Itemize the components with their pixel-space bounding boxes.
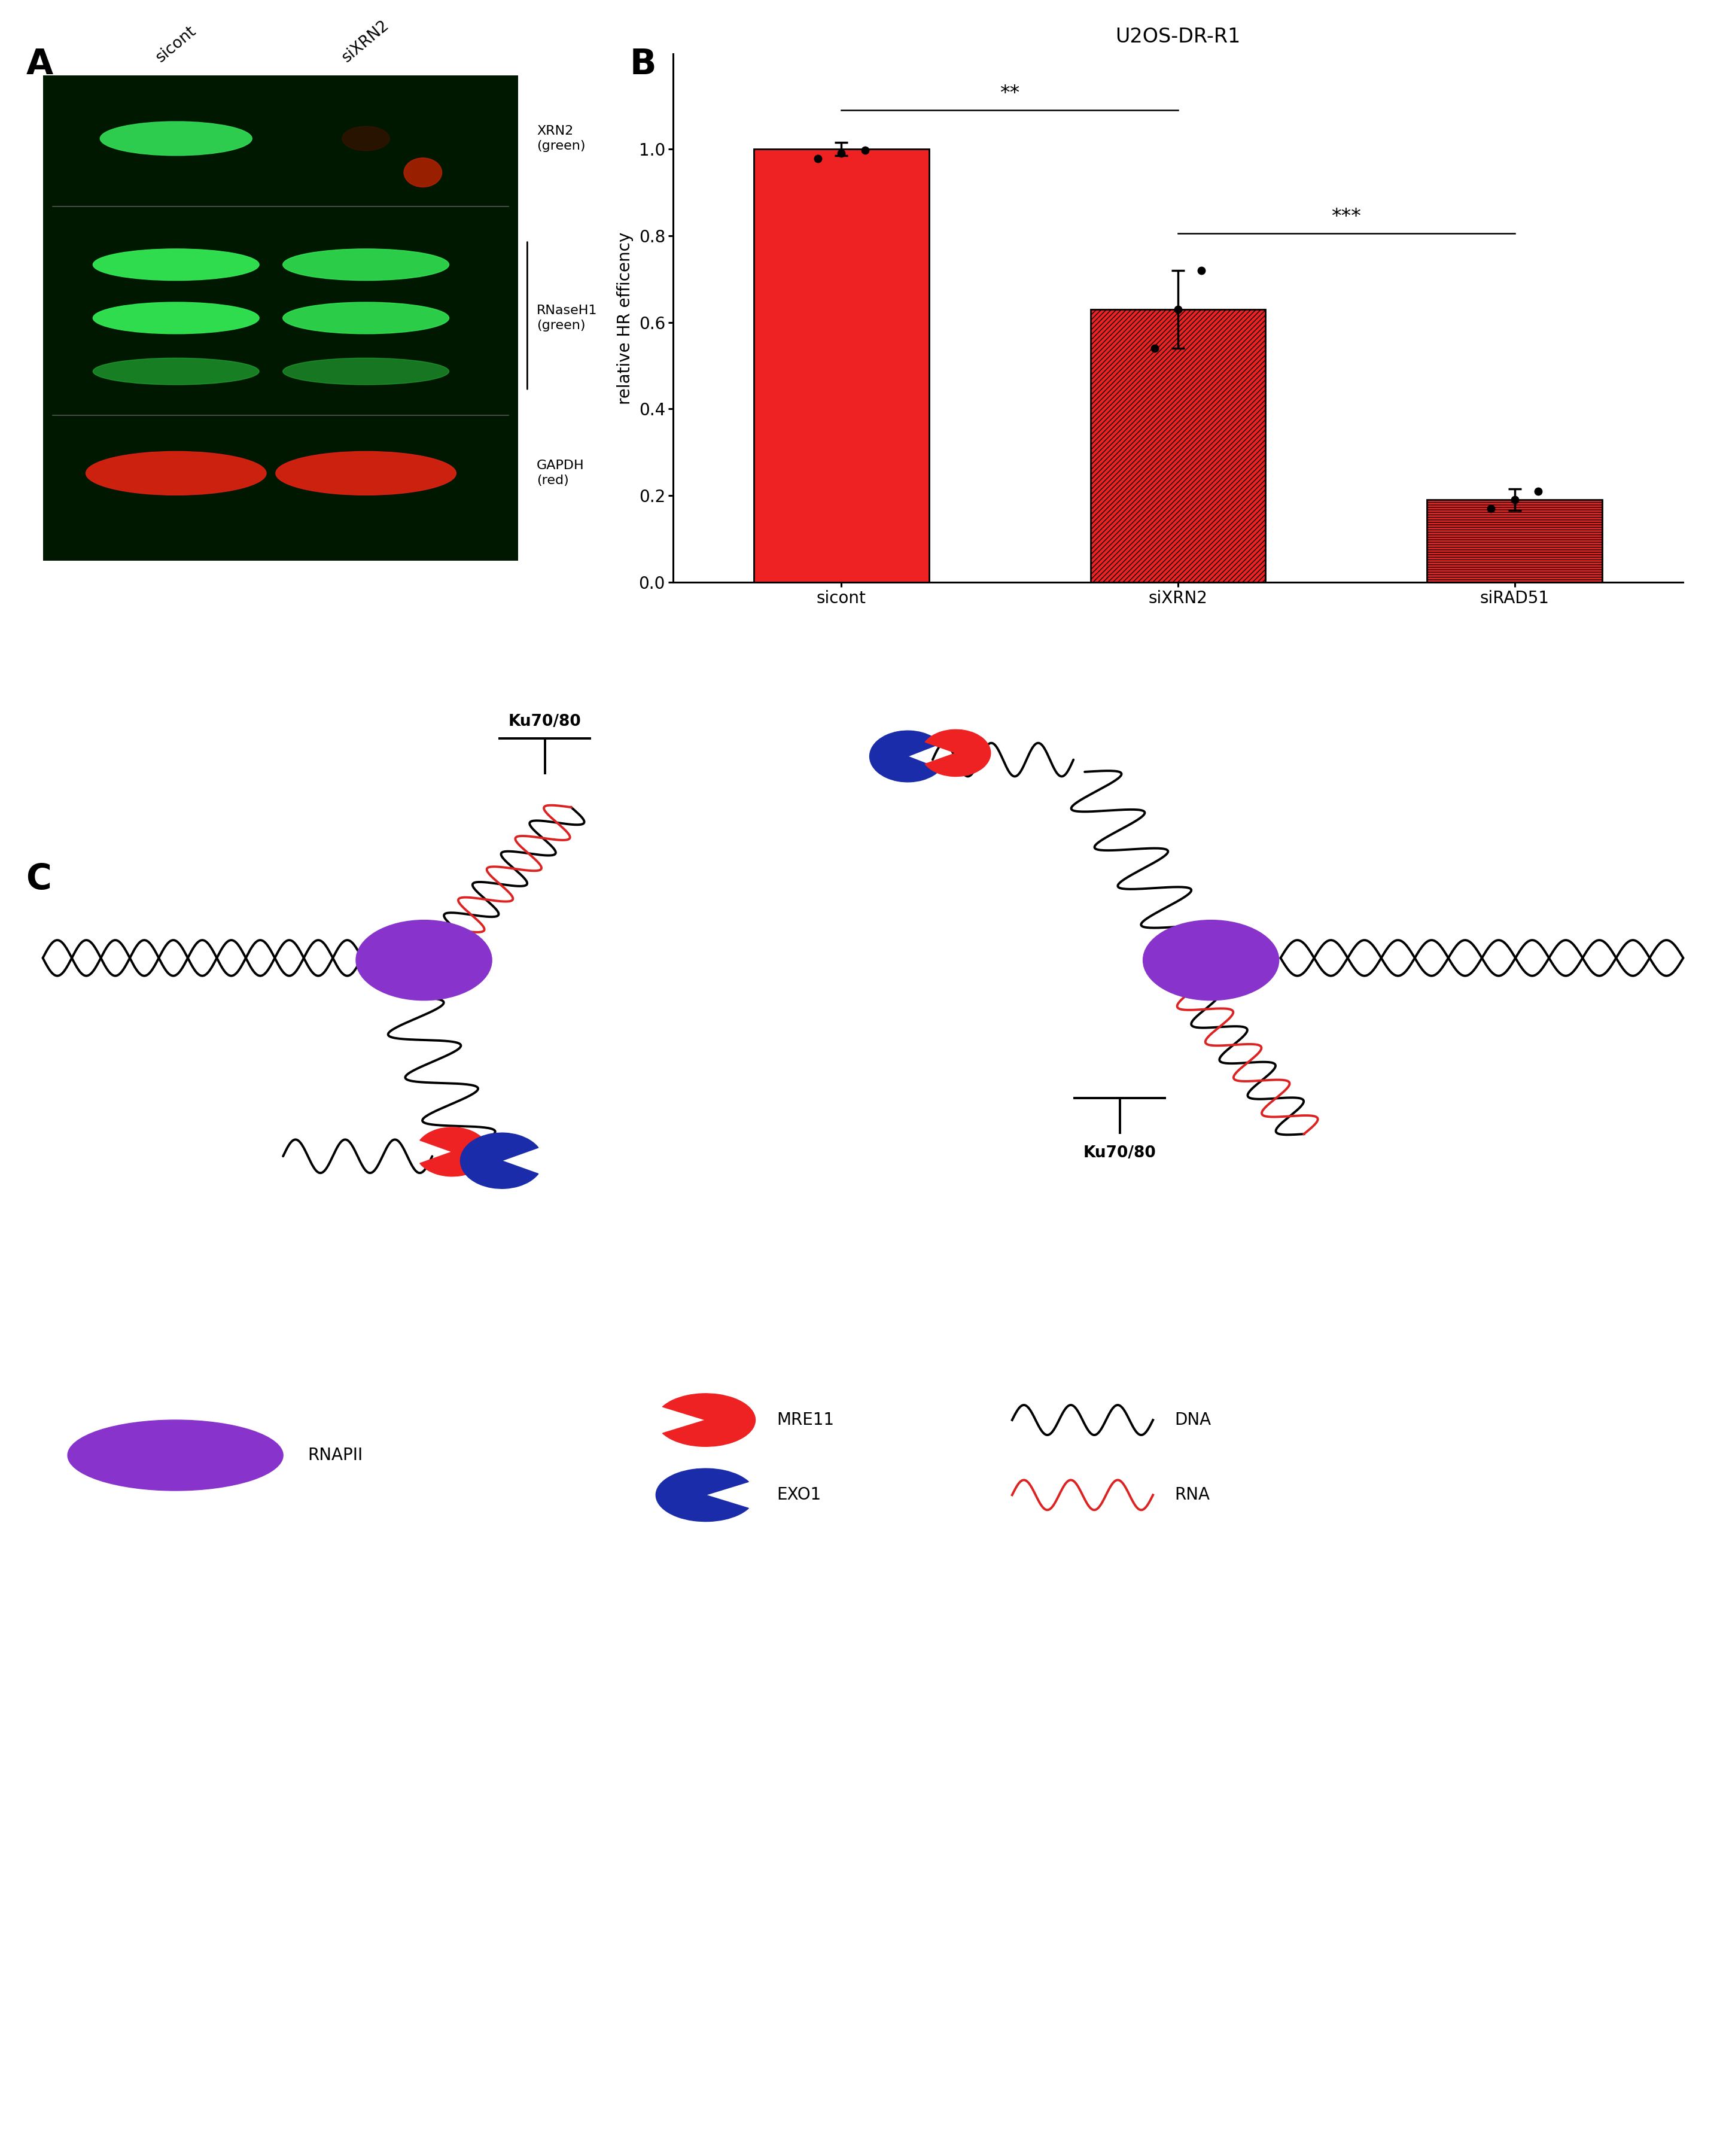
- Ellipse shape: [100, 121, 252, 155]
- Wedge shape: [656, 1468, 749, 1522]
- Ellipse shape: [276, 451, 456, 496]
- Text: sicont: sicont: [154, 24, 198, 65]
- Ellipse shape: [356, 921, 492, 1000]
- Ellipse shape: [93, 248, 259, 280]
- Text: Ku70/80: Ku70/80: [1084, 1145, 1156, 1160]
- Ellipse shape: [86, 451, 266, 496]
- Text: **: **: [999, 84, 1020, 103]
- Wedge shape: [925, 729, 991, 776]
- Ellipse shape: [283, 358, 449, 384]
- FancyBboxPatch shape: [43, 75, 518, 561]
- Bar: [1427, 500, 1602, 582]
- Ellipse shape: [67, 1421, 283, 1490]
- Y-axis label: relative HR efficency: relative HR efficency: [616, 231, 633, 405]
- Wedge shape: [663, 1393, 756, 1447]
- Ellipse shape: [93, 302, 259, 334]
- Text: GAPDH
(red): GAPDH (red): [537, 459, 585, 487]
- Ellipse shape: [283, 302, 449, 334]
- Wedge shape: [419, 1128, 488, 1177]
- Wedge shape: [870, 731, 941, 783]
- Text: XRN2
(green): XRN2 (green): [537, 125, 585, 151]
- Text: siXRN2: siXRN2: [340, 17, 392, 65]
- Text: B: B: [630, 47, 656, 82]
- Wedge shape: [461, 1132, 539, 1188]
- Text: RNA: RNA: [1174, 1488, 1210, 1503]
- Ellipse shape: [93, 358, 259, 384]
- Text: MRE11: MRE11: [777, 1412, 834, 1429]
- Bar: [1091, 308, 1265, 582]
- Text: A: A: [26, 47, 54, 82]
- Text: ***: ***: [1331, 207, 1362, 226]
- Ellipse shape: [342, 127, 390, 151]
- Ellipse shape: [1143, 921, 1279, 1000]
- Text: C: C: [26, 862, 52, 897]
- Bar: [754, 149, 929, 582]
- Ellipse shape: [283, 248, 449, 280]
- Ellipse shape: [404, 157, 442, 188]
- Text: DNA: DNA: [1174, 1412, 1212, 1429]
- Text: RNaseH1
(green): RNaseH1 (green): [537, 304, 597, 332]
- Text: Ku70/80: Ku70/80: [509, 714, 582, 729]
- Title: U2OS-DR-R1: U2OS-DR-R1: [1115, 26, 1241, 47]
- Text: RNAPII: RNAPII: [307, 1447, 362, 1464]
- Text: EXO1: EXO1: [777, 1488, 822, 1503]
